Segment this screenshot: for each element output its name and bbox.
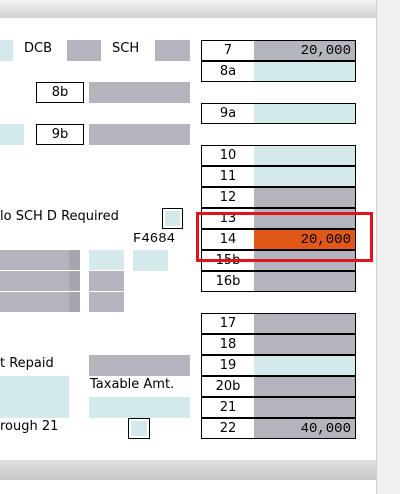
amount[interactable] (254, 313, 356, 334)
line-number: 18 (201, 334, 255, 355)
line-number: 8a (201, 61, 255, 82)
amount[interactable] (254, 376, 356, 397)
line-number: 19 (201, 355, 255, 376)
field[interactable] (89, 250, 124, 270)
line-number: 17 (201, 313, 255, 334)
label: t Repaid (0, 356, 54, 371)
checkbox[interactable] (162, 208, 183, 229)
top-bar (0, 0, 376, 18)
amount[interactable]: 20,000 (254, 229, 356, 250)
field[interactable] (67, 40, 101, 61)
line-number: 22 (201, 418, 255, 439)
checkbox[interactable] (128, 418, 150, 439)
field[interactable] (0, 40, 13, 61)
field[interactable] (0, 124, 24, 145)
line-number: 16b (201, 271, 255, 292)
line-number: 10 (201, 145, 255, 166)
scrollbar (376, 0, 400, 494)
label: DCB (24, 41, 53, 56)
amount[interactable] (254, 61, 356, 82)
field[interactable] (0, 376, 69, 397)
amount[interactable]: 20,000 (254, 40, 356, 61)
line-number: 11 (201, 166, 255, 187)
field[interactable] (0, 397, 69, 418)
field[interactable] (155, 40, 190, 61)
label: SCH (112, 41, 140, 56)
label: Taxable Amt. (90, 377, 175, 392)
bottom-bar (0, 460, 376, 480)
label: rough 21 (0, 419, 59, 434)
field[interactable] (89, 292, 124, 312)
amount[interactable]: 40,000 (254, 418, 356, 439)
amount[interactable] (254, 187, 356, 208)
field[interactable] (0, 271, 80, 291)
line-number: 20b (201, 376, 255, 397)
field[interactable] (89, 397, 190, 418)
amount[interactable] (254, 271, 356, 292)
label: lo SCH D Required (0, 209, 119, 224)
highlight-box (196, 212, 373, 262)
line-number: 9a (201, 103, 255, 124)
field[interactable] (89, 355, 190, 376)
line-number: 14 (201, 229, 255, 250)
field-code: F4684 (133, 231, 176, 247)
line-number: 12 (201, 187, 255, 208)
field[interactable] (0, 250, 80, 270)
amount[interactable] (254, 397, 356, 418)
amount[interactable] (254, 103, 356, 124)
line-number: 7 (201, 40, 255, 61)
amount[interactable] (254, 355, 356, 376)
line-number: 21 (201, 397, 255, 418)
line-number: 8b (36, 82, 84, 103)
field[interactable] (89, 124, 190, 145)
field[interactable] (0, 292, 80, 312)
line-number: 9b (36, 124, 84, 145)
amount[interactable] (254, 334, 356, 355)
amount[interactable] (254, 145, 356, 166)
field[interactable] (89, 82, 190, 103)
field[interactable] (133, 250, 168, 271)
amount[interactable] (254, 166, 356, 187)
field[interactable] (89, 271, 124, 291)
